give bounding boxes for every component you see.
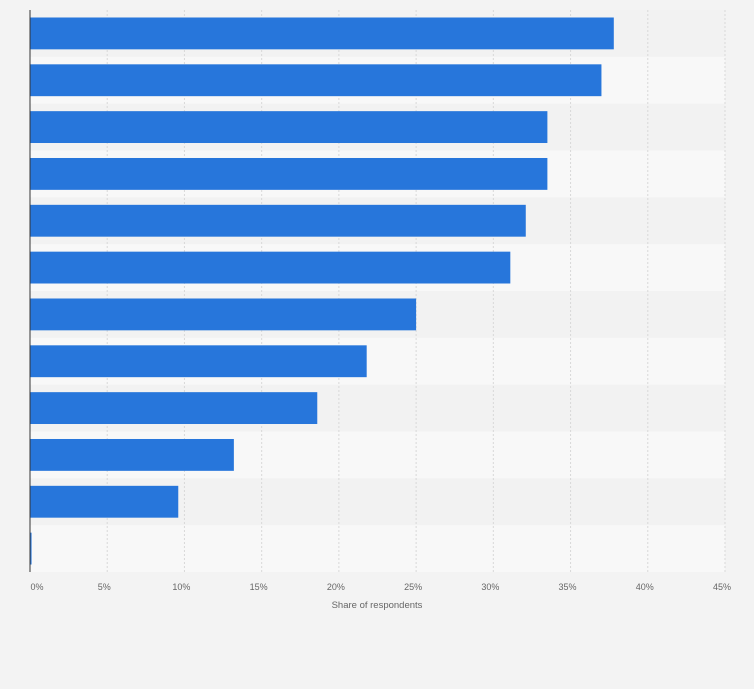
bar[interactable] (30, 485, 179, 518)
bar[interactable] (30, 438, 234, 471)
bar[interactable] (30, 392, 318, 425)
bar[interactable] (30, 111, 548, 144)
x-axis-label: Share of respondents (332, 600, 423, 611)
bar[interactable] (30, 17, 614, 50)
x-tick-label: 45% (713, 582, 731, 592)
x-tick-label: 25% (404, 582, 422, 592)
bar[interactable] (30, 204, 526, 237)
x-tick-label: 5% (98, 582, 111, 592)
bar[interactable] (30, 251, 511, 284)
x-tick-label: 30% (481, 582, 499, 592)
x-tick-label: 0% (30, 582, 43, 592)
bar[interactable] (30, 157, 548, 190)
bar[interactable] (30, 532, 32, 565)
bar[interactable] (30, 64, 602, 97)
x-tick-label: 40% (636, 582, 654, 592)
x-tick-label: 20% (327, 582, 345, 592)
row-band (30, 525, 725, 572)
x-tick-label: 35% (559, 582, 577, 592)
bar[interactable] (30, 298, 417, 331)
x-tick-label: 15% (250, 582, 268, 592)
bar[interactable] (30, 345, 367, 378)
x-tick-label: 10% (172, 582, 190, 592)
